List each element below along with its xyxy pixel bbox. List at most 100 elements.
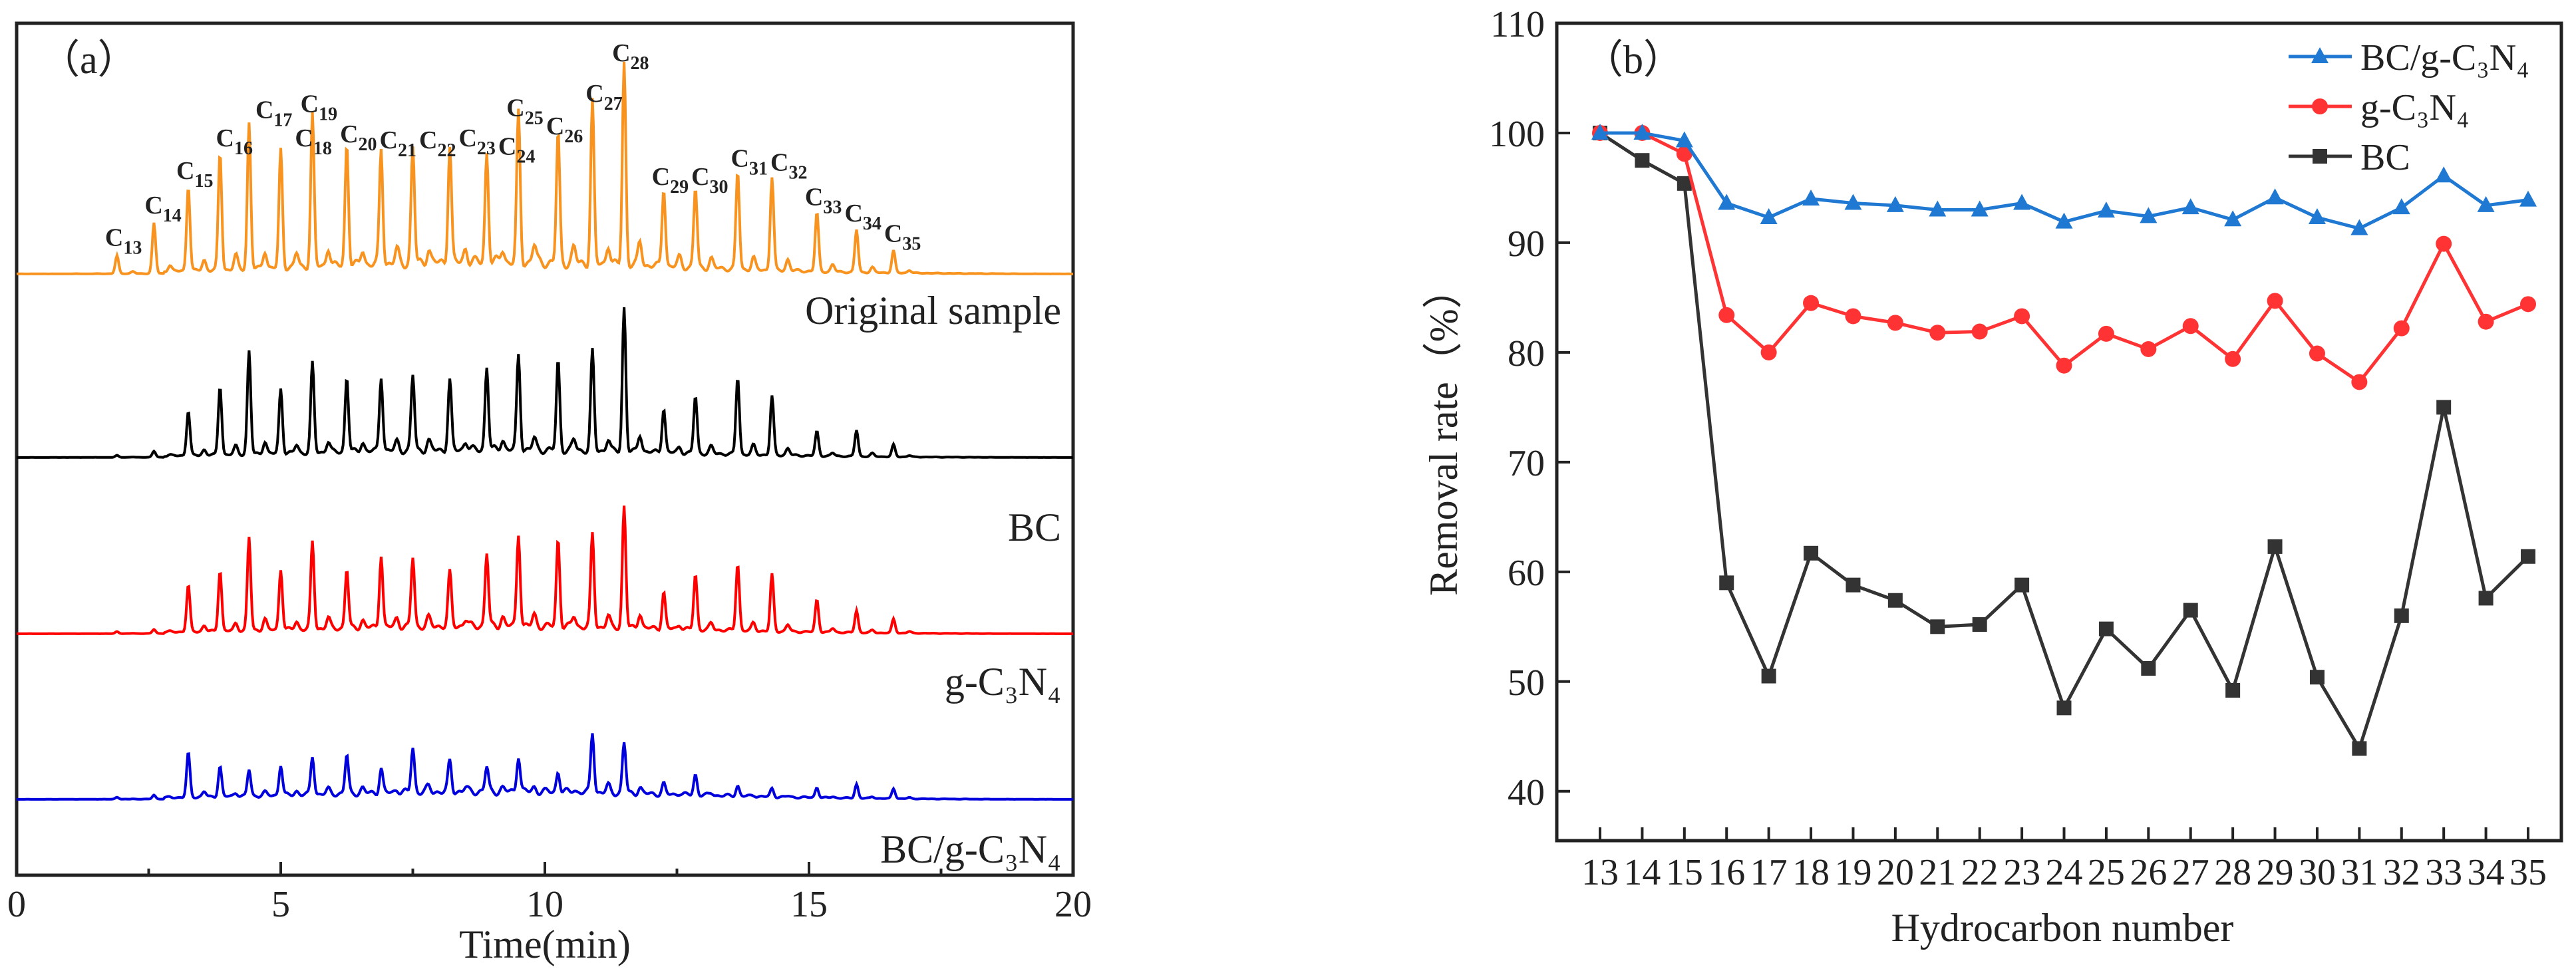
data-point-bc (2436, 400, 2452, 415)
peak-label: C18 (295, 124, 331, 159)
data-point-g-c3n4 (2309, 345, 2325, 362)
peak-label: C15 (176, 157, 213, 192)
data-point-bc (2478, 591, 2494, 606)
trace-label: g-C₃N₄ (945, 660, 1061, 704)
y-tick-label-b: 40 (1508, 772, 1545, 813)
data-point-bc (2394, 608, 2409, 623)
data-point-bc-g-c3n4 (2224, 210, 2242, 227)
data-point-g-c3n4 (2098, 325, 2114, 342)
peak-label: C30 (691, 163, 728, 198)
data-point-g-c3n4 (2182, 318, 2199, 335)
peak-label: C29 (652, 163, 689, 198)
data-point-g-c3n4 (1971, 323, 1988, 340)
data-point-g-c3n4 (2393, 320, 2410, 337)
peak-label: C24 (498, 132, 535, 167)
x-tick-label-a: 15 (790, 884, 828, 925)
peak-label: C26 (546, 112, 583, 147)
data-point-bc-g-c3n4 (1675, 131, 1693, 148)
data-point-g-c3n4 (1718, 307, 1735, 323)
panel-label-b: （b） (1583, 38, 1683, 82)
y-tick-label-b: 60 (1508, 553, 1545, 594)
peak-label: C28 (612, 39, 649, 74)
data-point-g-c3n4 (2520, 296, 2536, 313)
plot-frame-a (15, 21, 1075, 877)
data-point-g-c3n4 (1929, 325, 1946, 341)
x-tick-label-b: 18 (1792, 852, 1830, 893)
data-point-bc-g-c3n4 (1844, 194, 1862, 210)
x-tick-label-b: 26 (2130, 852, 2167, 893)
x-tick-label-b: 16 (1708, 852, 1745, 893)
data-point-g-c3n4 (1887, 315, 1903, 331)
data-point-bc-g-c3n4 (1971, 200, 1989, 217)
x-tick-label-b: 33 (2425, 852, 2462, 893)
data-point-bc-g-c3n4 (1760, 208, 1778, 224)
data-point-bc (2352, 741, 2367, 756)
trace-g-c3n4 (17, 505, 1073, 635)
data-point-bc-g-c3n4 (2013, 194, 2031, 210)
data-point-bc (2521, 549, 2535, 564)
data-point-bc-g-c3n4 (2181, 198, 2199, 215)
legend-label: BC (2360, 137, 2410, 178)
trace-original-sample (16, 61, 1073, 275)
peak-label: C16 (216, 124, 253, 159)
data-point-bc (2309, 670, 2325, 685)
data-point-bc (1719, 575, 1734, 591)
trace-label: Original sample (805, 289, 1061, 333)
plot-frame-b (1555, 21, 2563, 843)
peak-label: C33 (805, 184, 842, 218)
x-tick-label-b: 25 (2088, 852, 2125, 893)
y-tick-label-b: 80 (1508, 333, 1545, 374)
x-tick-label-b: 21 (1919, 852, 1956, 893)
data-point-g-c3n4 (2478, 313, 2494, 330)
data-point-g-c3n4 (2140, 341, 2157, 357)
peak-label: C32 (770, 149, 807, 184)
x-tick-label-a: 10 (526, 884, 564, 925)
peak-label: C25 (506, 94, 543, 128)
data-point-bc-g-c3n4 (2308, 208, 2326, 224)
data-point-bc-g-c3n4 (1929, 200, 1947, 217)
y-tick-label-b: 110 (1490, 4, 1545, 45)
data-point-bc-g-c3n4 (2350, 219, 2368, 235)
data-point-bc-g-c3n4 (1633, 123, 1651, 140)
peak-label: C14 (144, 192, 181, 226)
data-point-bc-g-c3n4 (1886, 196, 1904, 212)
data-point-bc-g-c3n4 (2266, 188, 2284, 205)
data-point-bc (2056, 700, 2072, 716)
x-tick-label-b: 19 (1834, 852, 1871, 893)
removal-rate-panel-b: （b） 40 50 60 70 80 90 100 110 13 14 15 16 17 18 19 20 21… (1422, 4, 2563, 950)
data-point-g-c3n4 (1845, 308, 1861, 325)
peak-label: C20 (340, 120, 377, 155)
data-point-bc (2014, 577, 2030, 593)
data-point-bc-g-c3n4 (2140, 207, 2158, 223)
peak-label: C23 (458, 124, 495, 159)
x-tick-label-b: 24 (2046, 852, 2083, 893)
x-tick-label-a: 0 (7, 884, 26, 925)
peak-label: C27 (585, 80, 622, 114)
data-point-bc-g-c3n4 (2097, 202, 2115, 218)
chromatogram-panel-a: （a） Original sampleBCg-C₃N₄BC/g-C₃N₄C13C… (7, 21, 1092, 966)
y-axis-label-b: Removal rate（%） (1422, 269, 1466, 596)
peak-label: C19 (301, 90, 337, 124)
legend-marker (2311, 47, 2329, 63)
data-point-bc-g-c3n4 (1802, 189, 1820, 206)
trace-bc (17, 307, 1073, 459)
x-tick-label-b: 13 (1581, 852, 1619, 893)
x-tick-label-b: 23 (2003, 852, 2040, 893)
x-tick-label-b: 29 (2257, 852, 2294, 893)
data-point-bc (2225, 682, 2241, 698)
data-point-bc (1972, 617, 1987, 632)
data-point-g-c3n4 (1760, 344, 1777, 360)
trace-label: BC/g-C₃N₄ (880, 827, 1061, 871)
x-tick-label-b: 32 (2383, 852, 2420, 893)
trace-label: BC (1008, 505, 1061, 549)
x-tick-label-b: 34 (2468, 852, 2505, 893)
legend-label: g-C₃N₄ (2360, 87, 2470, 128)
x-tick-label-b: 27 (2172, 852, 2209, 893)
data-point-bc (1677, 176, 1692, 191)
data-point-bc (2183, 603, 2198, 618)
data-point-bc (1930, 619, 1945, 634)
data-point-bc-g-c3n4 (2392, 198, 2410, 215)
data-point-g-c3n4 (2351, 374, 2368, 390)
data-point-bc (1804, 545, 1819, 561)
